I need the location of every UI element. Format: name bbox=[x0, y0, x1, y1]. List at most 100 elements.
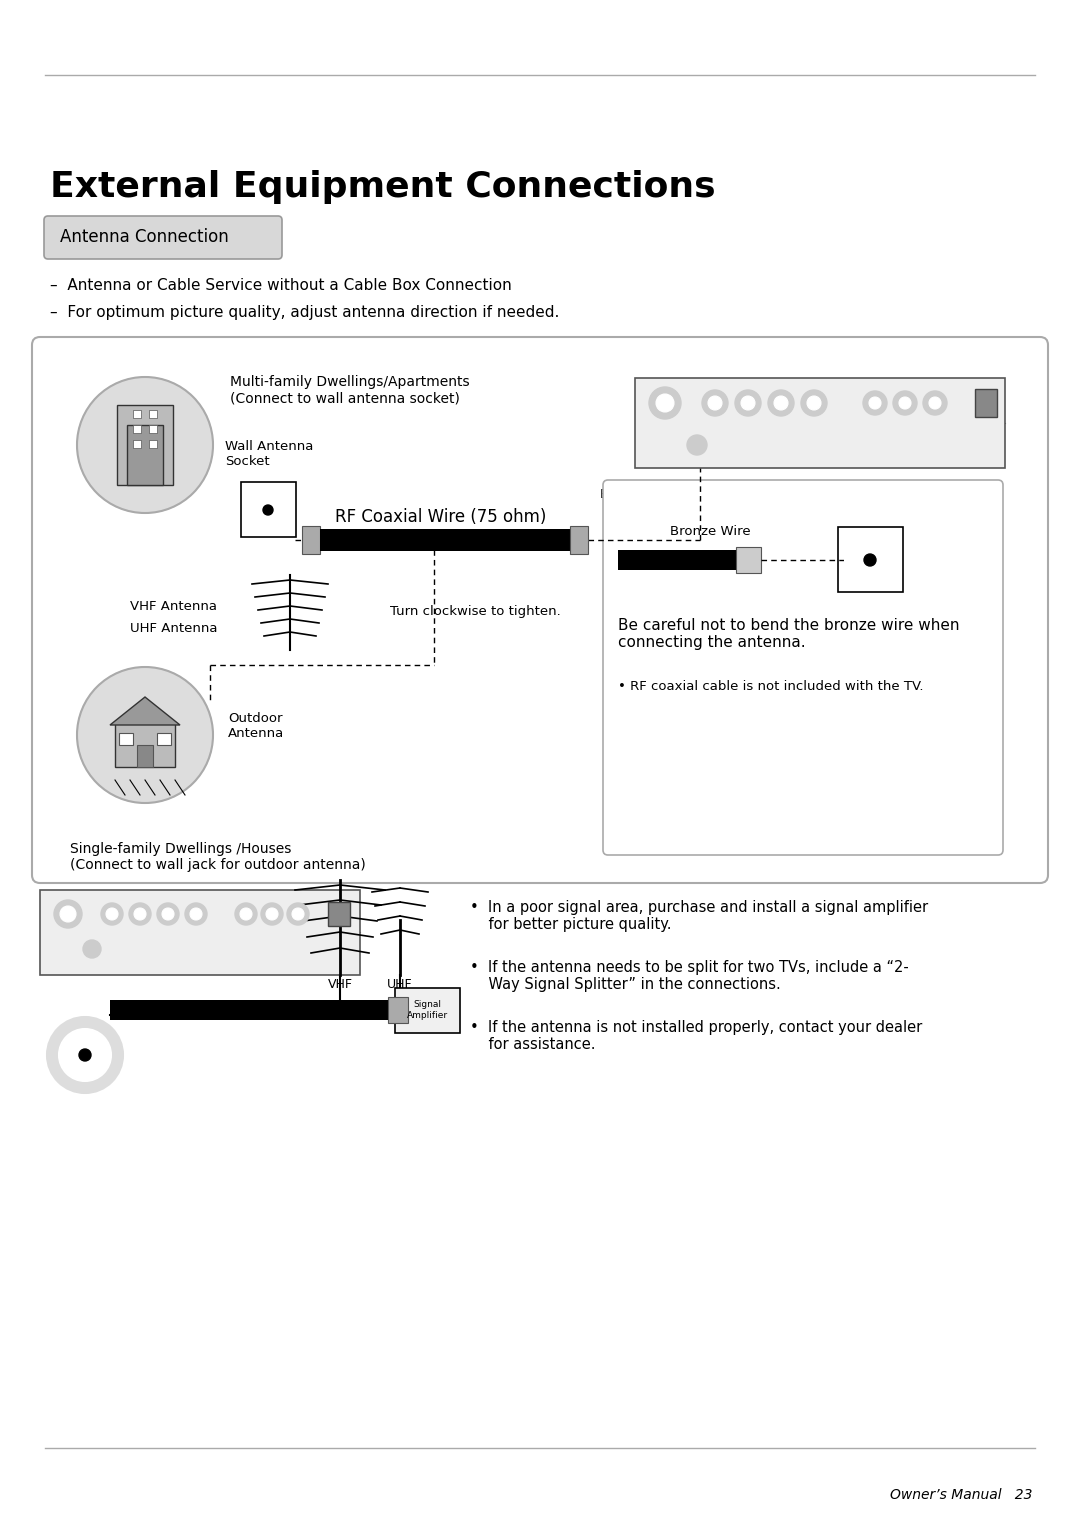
Circle shape bbox=[735, 390, 761, 416]
Bar bbox=[302, 526, 320, 555]
Text: RIGHT LEFT: RIGHT LEFT bbox=[192, 938, 224, 943]
Circle shape bbox=[54, 900, 82, 927]
Text: UHF Antenna: UHF Antenna bbox=[130, 622, 217, 636]
Bar bbox=[241, 481, 296, 536]
Text: • RF coaxial cable is not included with the TV.: • RF coaxial cable is not included with … bbox=[618, 680, 923, 694]
Circle shape bbox=[77, 377, 213, 513]
Text: RF Coaxial Wire (75 ohm): RF Coaxial Wire (75 ohm) bbox=[335, 507, 546, 526]
Circle shape bbox=[774, 396, 788, 410]
Text: ANT IN /75 Ω: ANT IN /75 Ω bbox=[44, 937, 84, 941]
Text: –  Antenna or Cable Service without a Cable Box Connection: – Antenna or Cable Service without a Cab… bbox=[50, 278, 512, 293]
Circle shape bbox=[687, 435, 707, 455]
FancyBboxPatch shape bbox=[44, 215, 282, 260]
Text: Be careful not to bend the bronze wire when
connecting the antenna.: Be careful not to bend the bronze wire w… bbox=[618, 617, 959, 651]
Circle shape bbox=[261, 903, 283, 924]
Bar bbox=[735, 547, 761, 573]
Bar bbox=[395, 989, 460, 1033]
Bar bbox=[149, 410, 157, 419]
Bar bbox=[320, 529, 570, 552]
Text: Bronze Wire: Bronze Wire bbox=[600, 487, 680, 501]
Circle shape bbox=[134, 908, 146, 920]
Circle shape bbox=[801, 390, 827, 416]
Text: RIGHT  LEFT: RIGHT LEFT bbox=[813, 432, 851, 439]
Circle shape bbox=[856, 545, 885, 575]
Circle shape bbox=[60, 906, 76, 921]
Text: UHF: UHF bbox=[388, 978, 413, 992]
Bar bbox=[570, 526, 588, 555]
Text: VIDEO (REAR) INPUT: VIDEO (REAR) INPUT bbox=[708, 454, 773, 458]
Circle shape bbox=[77, 668, 213, 804]
Circle shape bbox=[292, 908, 303, 920]
Circle shape bbox=[102, 903, 123, 924]
Circle shape bbox=[185, 903, 207, 924]
Text: Single-family Dwellings /Houses
(Connect to wall jack for outdoor antenna): Single-family Dwellings /Houses (Connect… bbox=[70, 842, 366, 872]
Circle shape bbox=[264, 504, 273, 515]
Text: AUDIO    VIDEO: AUDIO VIDEO bbox=[818, 443, 866, 448]
Circle shape bbox=[702, 390, 728, 416]
Bar bbox=[618, 550, 738, 570]
Text: –  For optimum picture quality, adjust antenna direction if needed.: – For optimum picture quality, adjust an… bbox=[50, 306, 559, 319]
Polygon shape bbox=[110, 697, 180, 724]
Text: VIDEO (REAR) INPUT: VIDEO (REAR) INPUT bbox=[100, 957, 156, 963]
Bar bbox=[388, 996, 408, 1024]
Bar bbox=[117, 405, 173, 484]
Circle shape bbox=[59, 1028, 111, 1080]
Bar bbox=[328, 902, 350, 926]
Bar bbox=[40, 889, 360, 975]
Circle shape bbox=[863, 391, 887, 416]
Circle shape bbox=[923, 391, 947, 416]
Text: Owner’s Manual   23: Owner’s Manual 23 bbox=[890, 1488, 1032, 1502]
Circle shape bbox=[708, 396, 723, 410]
Bar bbox=[127, 425, 163, 484]
Circle shape bbox=[157, 903, 179, 924]
Text: Turn clockwise to tighten.: Turn clockwise to tighten. bbox=[390, 605, 561, 617]
Bar bbox=[114, 723, 175, 767]
Circle shape bbox=[656, 394, 674, 413]
Text: Wall Antenna
Socket: Wall Antenna Socket bbox=[225, 440, 313, 468]
Text: Signal
Amplifier: Signal Amplifier bbox=[406, 1001, 447, 1019]
Bar bbox=[119, 733, 133, 746]
Bar bbox=[133, 410, 141, 419]
Circle shape bbox=[190, 908, 202, 920]
Circle shape bbox=[83, 940, 102, 958]
Circle shape bbox=[741, 396, 755, 410]
Circle shape bbox=[807, 396, 821, 410]
Circle shape bbox=[48, 1018, 123, 1093]
Circle shape bbox=[129, 903, 151, 924]
Circle shape bbox=[929, 397, 941, 410]
Circle shape bbox=[869, 397, 881, 410]
Text: TO DISPLAY: TO DISPLAY bbox=[924, 445, 961, 451]
Bar bbox=[838, 527, 903, 591]
Circle shape bbox=[266, 908, 278, 920]
Circle shape bbox=[260, 503, 276, 518]
Text: Multi-family Dwellings/Apartments
(Connect to wall antenna socket): Multi-family Dwellings/Apartments (Conne… bbox=[230, 374, 470, 405]
Bar bbox=[133, 440, 141, 448]
Circle shape bbox=[899, 397, 912, 410]
Text: AV OUTPUT: AV OUTPUT bbox=[820, 454, 855, 458]
Circle shape bbox=[162, 908, 174, 920]
Text: Outdoor
Antenna: Outdoor Antenna bbox=[228, 712, 284, 740]
Bar bbox=[149, 425, 157, 432]
Text: •  In a poor signal area, purchase and install a signal amplifier
    for better: • In a poor signal area, purchase and in… bbox=[470, 900, 928, 932]
Circle shape bbox=[79, 1050, 91, 1060]
Text: VHF Antenna: VHF Antenna bbox=[130, 601, 217, 613]
Text: Bronze Wire: Bronze Wire bbox=[670, 526, 751, 538]
Text: AV OUTPUT: AV OUTPUT bbox=[198, 957, 229, 963]
Text: RIGHT LEFT: RIGHT LEFT bbox=[104, 938, 135, 943]
Bar bbox=[149, 440, 157, 448]
Text: AUDIO  VIDEO: AUDIO VIDEO bbox=[195, 947, 233, 952]
Circle shape bbox=[255, 497, 281, 523]
Circle shape bbox=[240, 908, 252, 920]
Text: •  If the antenna needs to be split for two TVs, include a “2-
    Way Signal Sp: • If the antenna needs to be split for t… bbox=[470, 960, 908, 992]
Circle shape bbox=[864, 555, 876, 565]
FancyBboxPatch shape bbox=[32, 338, 1048, 883]
Circle shape bbox=[70, 1041, 100, 1070]
Circle shape bbox=[649, 387, 681, 419]
Circle shape bbox=[235, 903, 257, 924]
Text: AUDIO  VIDEO: AUDIO VIDEO bbox=[107, 947, 146, 952]
Circle shape bbox=[768, 390, 794, 416]
Bar bbox=[157, 733, 171, 746]
Bar bbox=[133, 425, 141, 432]
Text: AUDIO    VIDEO: AUDIO VIDEO bbox=[718, 443, 767, 448]
FancyBboxPatch shape bbox=[603, 480, 1003, 856]
